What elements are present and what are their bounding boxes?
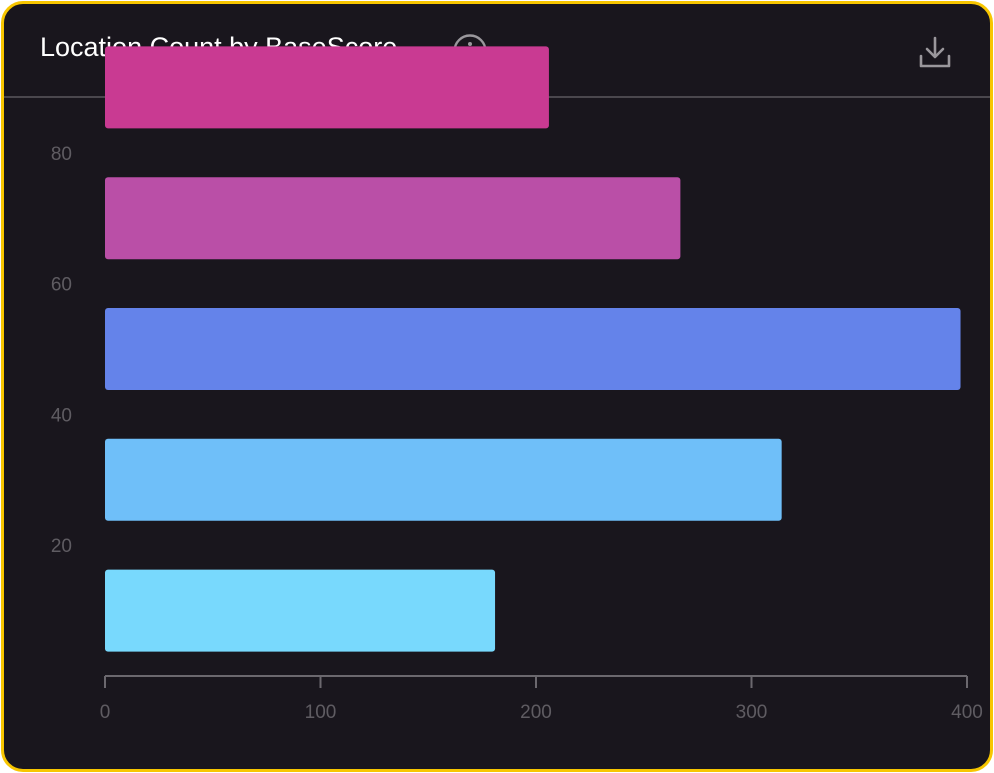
x-tick-label: 100	[305, 702, 337, 723]
y-tick-label: 60	[51, 275, 72, 296]
bars-group	[105, 46, 961, 652]
x-tick-label: 200	[520, 702, 552, 723]
bar-3[interactable]	[105, 438, 782, 521]
x-tick-label: 400	[951, 702, 983, 723]
bar-0[interactable]	[105, 46, 549, 129]
bar-1[interactable]	[105, 177, 681, 260]
bar-chart: 0 100 200 300 400 20 40 60 80	[51, 46, 983, 723]
tick-labels: 0 100 200 300 400 20 40 60 80	[51, 144, 983, 723]
bar-4[interactable]	[105, 569, 496, 652]
x-tick-label: 0	[100, 702, 111, 723]
download-icon[interactable]	[917, 34, 953, 70]
x-tick-label: 300	[736, 702, 768, 723]
y-tick-label: 80	[51, 144, 72, 165]
y-tick-label: 40	[51, 405, 72, 426]
y-tick-label: 20	[51, 536, 72, 557]
x-axis	[104, 675, 968, 688]
bar-2[interactable]	[105, 308, 961, 390]
